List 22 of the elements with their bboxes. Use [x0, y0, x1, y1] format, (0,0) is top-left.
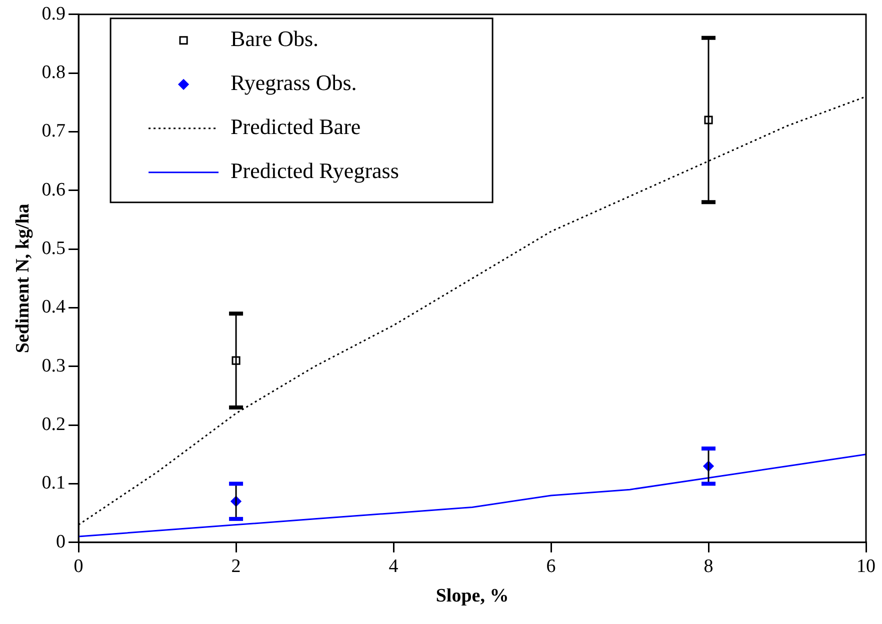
legend-label: Predicted Bare: [230, 114, 361, 140]
x-tick-label: 10: [856, 556, 876, 577]
y-tick-label: 0.1: [42, 472, 66, 494]
x-tick-label: 0: [74, 556, 84, 577]
x-axis-title: Slope, %: [436, 586, 509, 607]
legend-label: Bare Obs.: [230, 26, 319, 52]
y-tick-label: 0.3: [42, 355, 66, 376]
y-tick-label: 0.5: [42, 238, 66, 260]
y-tick-label: 0.4: [42, 296, 66, 318]
legend-label: Ryegrass Obs.: [230, 70, 357, 96]
x-tick-label: 4: [388, 556, 399, 577]
y-tick-label: 0: [56, 531, 66, 552]
y-tick-label: 0.8: [42, 62, 66, 84]
x-tick-label: 6: [546, 556, 556, 577]
y-axis-title: Sediment N, kg/ha: [12, 203, 34, 354]
y-tick-label: 0.6: [42, 179, 66, 200]
y-tick-label: 0.2: [42, 414, 66, 436]
x-tick-label: 8: [704, 556, 714, 577]
x-tick-label: 2: [231, 556, 241, 577]
y-tick-label: 0.9: [42, 3, 66, 24]
y-tick-label: 0.7: [42, 120, 66, 142]
legend-label: Predicted Ryegrass: [230, 158, 399, 184]
